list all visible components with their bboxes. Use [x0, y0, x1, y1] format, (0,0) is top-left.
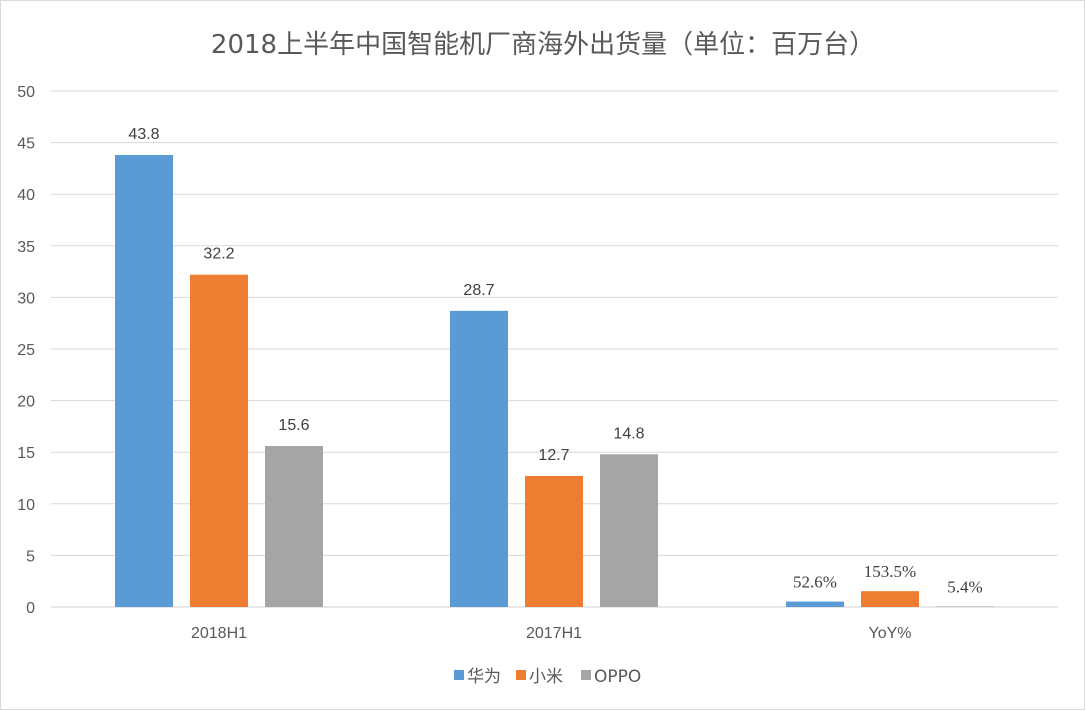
- y-tick-label: 20: [17, 394, 35, 411]
- bar-华为-2017H1: [450, 310, 508, 607]
- bars: [115, 154, 994, 607]
- x-tick-label: 2018H1: [191, 625, 247, 642]
- data-label: 15.6: [278, 417, 309, 434]
- legend: 华为 小米 OPPO: [454, 667, 641, 687]
- data-label: 5.4%: [947, 577, 982, 596]
- data-label: 52.6%: [793, 573, 837, 592]
- x-tick-label: 2017H1: [526, 625, 582, 642]
- bar-小米-YoY%: [861, 591, 919, 607]
- data-label: 14.8: [613, 425, 644, 442]
- legend-swatch: [454, 670, 464, 680]
- bar-华为-2018H1: [115, 154, 173, 607]
- legend-label: 华为: [467, 667, 501, 687]
- x-tick-label: YoY%: [869, 625, 912, 642]
- legend-swatch: [516, 670, 526, 680]
- x-axis-ticks: 2018H1 2017H1 YoY%: [191, 625, 912, 642]
- data-label: 43.8: [128, 126, 159, 143]
- data-label: 153.5%: [864, 562, 916, 581]
- y-tick-label: 5: [26, 548, 35, 565]
- bar-小米-2017H1: [525, 475, 583, 607]
- y-tick-label: 40: [17, 187, 35, 204]
- legend-label: 小米: [529, 667, 563, 687]
- bar-小米-2018H1: [190, 274, 248, 607]
- bar-OPPO-2017H1: [600, 454, 658, 607]
- data-labels: 43.8 32.2 15.6 28.7 12.7 14.8 52.6% 153.5% 5.4%: [128, 126, 982, 596]
- chart-title: 2018上半年中国智能机厂商海外出货量（单位：百万台）: [211, 30, 875, 60]
- y-tick-label: 45: [17, 136, 35, 153]
- bar-OPPO-2018H1: [265, 446, 323, 607]
- y-tick-label: 10: [17, 497, 35, 514]
- data-label: 32.2: [203, 246, 234, 263]
- y-tick-label: 25: [17, 342, 35, 359]
- legend-label: OPPO: [594, 667, 641, 687]
- bar-华为-YoY%: [786, 601, 844, 607]
- bar-OPPO-YoY%: [936, 606, 994, 607]
- y-tick-label: 15: [17, 445, 35, 462]
- y-tick-label: 50: [17, 84, 35, 101]
- y-tick-label: 0: [26, 600, 35, 617]
- data-label: 28.7: [463, 282, 494, 299]
- y-tick-label: 35: [17, 239, 35, 256]
- y-tick-label: 30: [17, 290, 35, 307]
- legend-swatch: [581, 670, 591, 680]
- data-label: 12.7: [538, 447, 569, 464]
- y-axis-ticks: 0 5 10 15 20 25 30 35 40 45 50: [17, 84, 35, 617]
